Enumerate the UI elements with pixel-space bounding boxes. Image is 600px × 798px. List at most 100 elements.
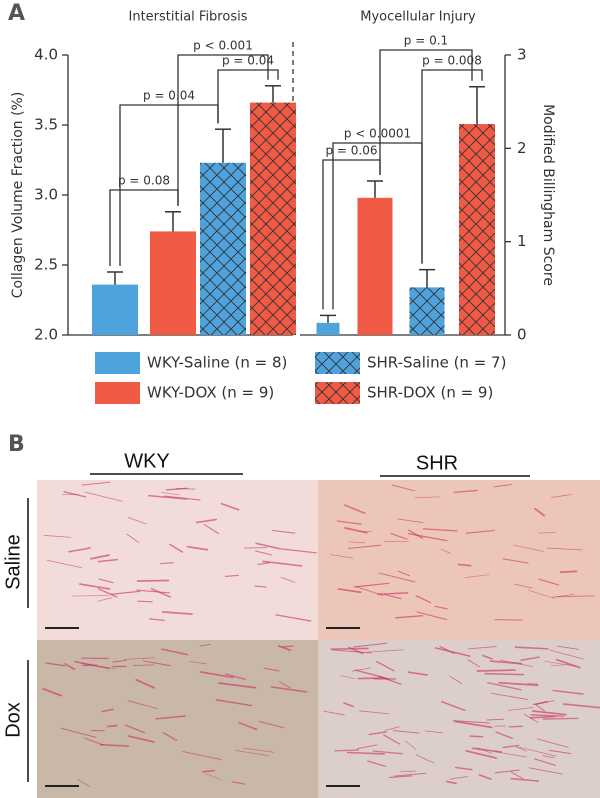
fiber [98,578,114,584]
fiber [354,669,389,680]
fiber [231,781,246,785]
fiber [76,778,90,787]
fiber [353,582,390,588]
fiber [199,670,234,679]
fiber [484,672,524,676]
fiber [556,595,595,598]
fiber [254,550,273,556]
fiber [457,563,472,567]
fiber [542,755,555,759]
fiber [255,542,281,550]
p-value: p = 0.1 [404,34,448,48]
fiber [448,675,463,685]
fiber [182,750,222,761]
fiber [107,724,118,728]
p-value: p = 0.04 [143,89,195,103]
fiber [528,767,564,775]
fiber [244,547,268,549]
fiber [127,735,155,743]
bar [150,231,196,335]
fiber [186,545,209,551]
fiber [356,744,378,750]
fiber [498,681,539,687]
bar [250,102,296,335]
fiber [127,700,158,710]
micrograph [37,640,318,798]
fiber [280,548,317,554]
p-value: p = 0.04 [222,54,274,68]
significance-bracket [177,54,269,206]
fiber [259,720,285,729]
fiber [546,547,583,551]
fiber [513,544,545,552]
bar [409,287,445,335]
fiber [532,700,555,706]
fiber [346,751,385,755]
fiber [218,682,257,689]
y-tick-label: 3.0 [34,186,58,204]
fiber [482,654,493,660]
fiber [148,618,165,622]
fiber [397,570,411,577]
fiber [84,491,123,502]
fiber [469,735,484,738]
fiber [353,642,387,648]
fiber [385,726,400,731]
fiber [99,743,129,747]
fiber [555,658,581,669]
fiber [348,541,366,544]
p-value: p = 0.008 [422,54,482,68]
fiber [537,532,556,534]
fiber [337,587,362,594]
fiber [397,518,424,524]
fiber [395,614,424,619]
fiber [124,724,146,734]
micrograph [37,480,318,640]
fiber [452,720,490,724]
fiber [465,749,498,760]
fiber [422,528,458,532]
fiber [168,543,184,553]
fiber [282,645,294,648]
fiber [142,660,171,667]
fiber [551,494,572,498]
fiber [446,780,457,785]
fiber [340,675,355,679]
fiber [329,554,354,559]
significance-bracket [379,49,473,175]
fiber [278,681,292,689]
legend-label: WKY-Saline (n = 8) [147,354,287,372]
row-label: Saline [2,534,24,590]
fiber [254,585,267,588]
y-tick-label: 2.0 [34,326,58,344]
fiber [536,738,569,748]
fiber [508,725,523,728]
legend-label: SHR-DOX (n = 9) [367,384,493,402]
legend-swatch [315,352,360,374]
fiber [334,749,360,752]
p-value: p = 0.06 [325,144,377,158]
fiber [378,572,416,583]
fiber [162,731,178,742]
fiber [499,659,534,668]
fiber [393,772,427,777]
fiber [548,749,572,755]
fiber [323,710,345,716]
fiber [195,518,217,524]
fiber [405,740,417,750]
fiber [330,647,369,650]
fiber [464,574,490,578]
fiber [407,671,428,676]
fiber [508,707,534,711]
fiber [358,710,389,715]
fiber [494,483,512,488]
fiber [84,737,104,746]
fiber [388,775,413,779]
micrograph [318,480,600,640]
fiber [136,589,170,594]
legend-swatch [315,382,360,404]
bar [459,124,495,335]
y-axis-label: Collagen Volume Fraction (%) [10,92,26,299]
p-value: p = 0.08 [118,174,170,188]
